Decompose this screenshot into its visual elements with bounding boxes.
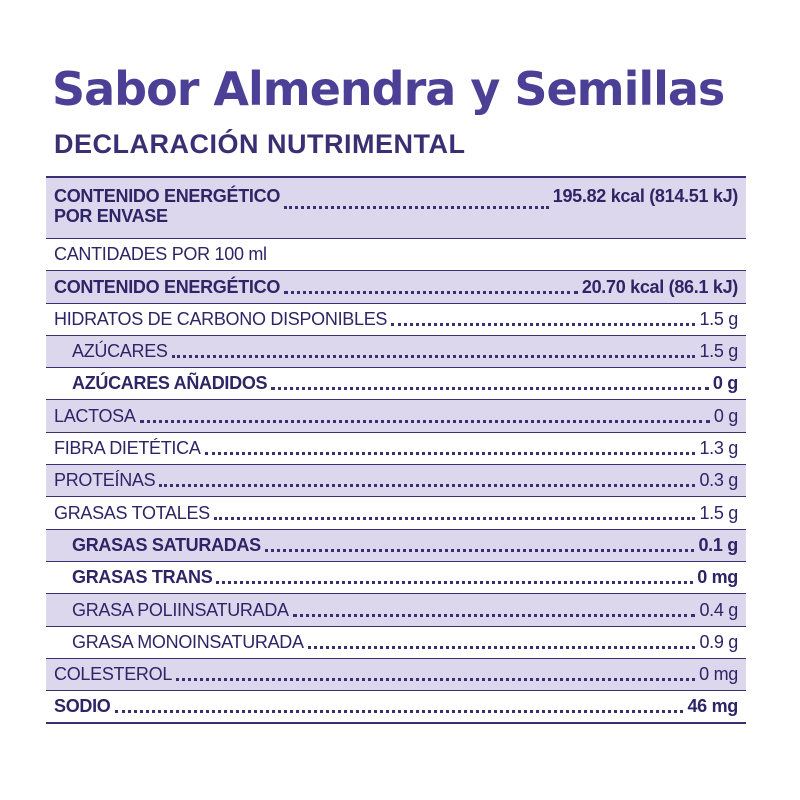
nutrient-label: PROTEÍNAS: [54, 470, 156, 491]
nutrient-label: HIDRATOS DE CARBONO DISPONIBLES: [54, 308, 388, 329]
nutrient-value: 0.4 g: [699, 599, 738, 620]
nutrient-row: FIBRA DIETÉTICA 1.3 g: [46, 431, 746, 464]
nutrition-declaration-heading: DECLARACIÓN NUTRIMENTAL: [54, 129, 466, 159]
dot-leader: [139, 419, 710, 423]
nutrient-value: 1.5 g: [699, 502, 738, 523]
nutrient-value: 0.9 g: [699, 631, 738, 652]
dot-leader: [292, 613, 696, 617]
nutrient-value: 0.3 g: [699, 470, 738, 491]
nutrient-label: COLESTEROL: [54, 664, 173, 685]
nutrient-label: AZÚCARES: [72, 341, 168, 362]
dot-leader: [284, 206, 549, 209]
nutrient-value: 0 mg: [699, 664, 738, 685]
nutrient-value: 1.5 g: [699, 341, 738, 362]
dot-leader: [271, 387, 709, 391]
dot-leader: [264, 548, 695, 552]
nutrient-label: GRASAS TRANS: [72, 567, 213, 588]
nutrient-label: GRASAS TOTALES: [54, 502, 210, 523]
nutrient-row: LACTOSA 0 g: [46, 399, 746, 432]
nutrient-row: GRASAS TOTALES 1.5 g: [46, 496, 746, 528]
nutrient-row: HIDRATOS DE CARBONO DISPONIBLES 1.5 g: [46, 302, 746, 335]
nutrition-table: CONTENIDO ENERGÉTICO POR ENVASE 195.82 k…: [46, 176, 746, 725]
nutrient-row: GRASAS SATURADAS 0.1 g: [46, 528, 746, 561]
nutrient-label: CONTENIDO ENERGÉTICO: [54, 276, 281, 297]
nutrient-value: 20.70 kcal (86.1 kJ): [581, 276, 738, 297]
dot-leader: [171, 355, 696, 359]
nutrient-label: FIBRA DIETÉTICA: [54, 438, 201, 459]
nutrient-value: 1.5 g: [699, 308, 738, 329]
nutrient-value: 0 g: [713, 405, 738, 426]
nutrient-row: AZÚCARES 1.5 g: [46, 334, 746, 368]
per-100ml-heading-row: CANTIDADES POR 100 ml: [46, 238, 746, 270]
nutrient-row: GRASAS TRANS 0 mg: [46, 560, 746, 593]
energy-per-package-label: CONTENIDO ENERGÉTICO POR ENVASE: [54, 186, 281, 226]
product-title: Sabor Almendra y Semillas: [52, 62, 725, 116]
energy-per-package-value: 195.82 kcal (814.51 kJ): [552, 186, 739, 206]
nutrient-value: 46 mg: [687, 696, 738, 717]
nutrient-value: 0.1 g: [698, 534, 738, 555]
nutrient-row: PROTEÍNAS 0.3 g: [46, 464, 746, 497]
dot-leader: [114, 710, 684, 714]
nutrient-value: 0 mg: [697, 567, 738, 588]
dot-leader: [204, 452, 696, 456]
dot-leader: [284, 290, 578, 294]
energy-per-package-row: CONTENIDO ENERGÉTICO POR ENVASE 195.82 k…: [46, 178, 746, 238]
nutrient-label: SODIO: [54, 696, 111, 717]
nutrient-label: GRASAS SATURADAS: [72, 534, 261, 555]
per-100ml-heading: CANTIDADES POR 100 ml: [54, 244, 267, 265]
dot-leader: [159, 484, 696, 488]
nutrient-row: SODIO 46 mg: [46, 690, 746, 722]
nutrient-row: CONTENIDO ENERGÉTICO 20.70 kcal (86.1 kJ…: [46, 270, 746, 303]
dot-leader: [176, 678, 696, 682]
nutrient-label: LACTOSA: [54, 405, 136, 426]
dot-leader: [213, 516, 696, 520]
nutrient-row: COLESTEROL 0 mg: [46, 657, 746, 691]
nutrient-row: GRASA POLIINSATURADA 0.4 g: [46, 593, 746, 626]
nutrient-value: 0 g: [712, 373, 738, 394]
nutrient-value: 1.3 g: [699, 438, 738, 459]
nutrient-row: GRASA MONOINSATURADA 0.9 g: [46, 625, 746, 658]
nutrient-label: GRASA POLIINSATURADA: [72, 599, 289, 620]
dot-leader: [307, 645, 696, 649]
dot-leader: [391, 322, 696, 326]
nutrient-row: AZÚCARES AÑADIDOS 0 g: [46, 367, 746, 399]
nutrient-label: GRASA MONOINSATURADA: [72, 631, 304, 652]
nutrient-label: AZÚCARES AÑADIDOS: [72, 373, 268, 394]
dot-leader: [216, 581, 694, 585]
